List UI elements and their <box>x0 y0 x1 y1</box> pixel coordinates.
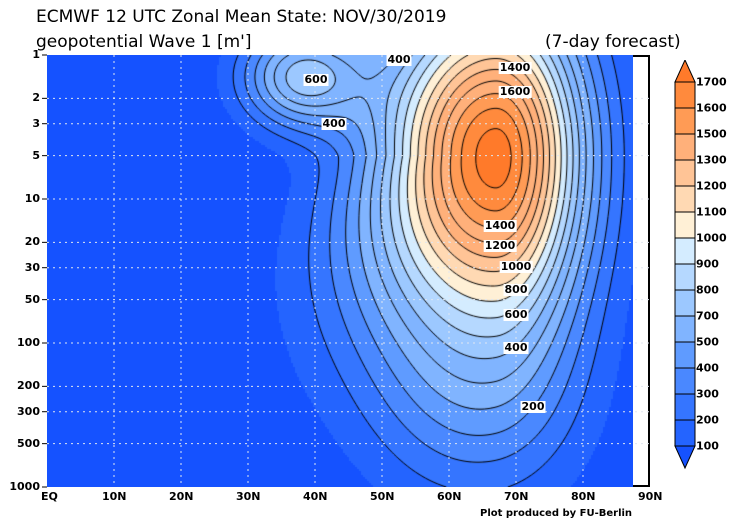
colorbar-max-triangle <box>674 60 696 83</box>
contour-label: 800 <box>503 283 529 296</box>
contour-label: 1400 <box>483 219 517 232</box>
contour-label: 400 <box>321 117 347 130</box>
x-tick-label: 10N <box>102 490 127 503</box>
colorbar-label: 1100 <box>696 205 727 219</box>
colorbar-box <box>674 289 696 317</box>
y-tick-label: 30 <box>24 260 40 274</box>
colorbar-box <box>674 263 696 291</box>
x-tick-label: EQ <box>41 490 58 503</box>
y-tick-label: 500 <box>17 436 40 450</box>
x-tick-label: 40N <box>303 490 328 503</box>
forecast-annotation: (7-day forecast) <box>545 32 681 52</box>
colorbar-label: 300 <box>696 387 719 401</box>
contour-label: 1200 <box>483 239 517 252</box>
colorbar-label: 100 <box>696 439 719 453</box>
y-tick-label: 5 <box>32 148 40 162</box>
x-tick-label: 60N <box>437 490 462 503</box>
y-tick-label: 100 <box>17 336 40 349</box>
y-tick-label: 2 <box>32 91 40 105</box>
y-tick-label: 300 <box>17 404 40 418</box>
contour-label: 600 <box>503 308 529 321</box>
colorbar-box <box>674 211 696 239</box>
x-tick-label: 30N <box>236 490 261 503</box>
footer-credit: Plot produced by FU-Berlin <box>480 508 633 519</box>
colorbar-label: 500 <box>696 335 719 349</box>
colorbar-min-triangle <box>674 445 696 470</box>
colorbar-label: 1200 <box>696 179 727 193</box>
chart-title: ECMWF 12 UTC Zonal Mean State: NOV/30/20… <box>36 7 447 27</box>
colorbar-label: 1500 <box>696 127 727 141</box>
colorbar-box <box>674 107 696 135</box>
colorbar-label: 800 <box>696 283 719 297</box>
colorbar-box <box>674 81 696 109</box>
contour-label: 1000 <box>499 260 533 273</box>
contour-label: 400 <box>386 53 412 66</box>
x-tick-label: 90N <box>638 490 663 503</box>
x-tick-label: 80N <box>571 490 596 503</box>
x-tick-label: 20N <box>169 490 194 503</box>
colorbar-box <box>674 159 696 187</box>
colorbar-label: 900 <box>696 257 719 271</box>
x-tick-label: 70N <box>504 490 529 503</box>
y-tick-label: 50 <box>24 292 40 306</box>
y-tick-label: 1 <box>32 48 40 61</box>
y-tick-label: 3 <box>32 116 40 130</box>
colorbar-box <box>674 393 696 421</box>
colorbar-box <box>674 419 696 447</box>
chart-subtitle: geopotential Wave 1 [m'] <box>36 32 252 52</box>
y-tick-label: 20 <box>24 235 40 249</box>
colorbar-box <box>674 315 696 343</box>
colorbar-label: 400 <box>696 361 719 375</box>
colorbar <box>674 60 696 470</box>
colorbar-box <box>674 133 696 161</box>
x-tick-label: 50N <box>370 490 395 503</box>
contour-label: 400 <box>503 341 529 354</box>
colorbar-box <box>674 185 696 213</box>
colorbar-label: 200 <box>696 413 719 427</box>
contour-label: 1400 <box>498 61 532 74</box>
y-tick-label: 10 <box>24 192 40 205</box>
colorbar-label: 1300 <box>696 153 727 167</box>
contour-label: 200 <box>520 400 546 413</box>
y-tick-label: 1000 <box>9 480 40 493</box>
colorbar-label: 1700 <box>696 75 727 89</box>
y-tick-label: 200 <box>17 379 40 393</box>
contour-label: 600 <box>303 73 329 86</box>
colorbar-label: 1600 <box>696 101 727 115</box>
colorbar-label: 700 <box>696 309 719 323</box>
contour-label: 1600 <box>498 85 532 98</box>
colorbar-box <box>674 237 696 265</box>
colorbar-box <box>674 341 696 369</box>
colorbar-label: 1000 <box>696 231 727 245</box>
colorbar-box <box>674 367 696 395</box>
